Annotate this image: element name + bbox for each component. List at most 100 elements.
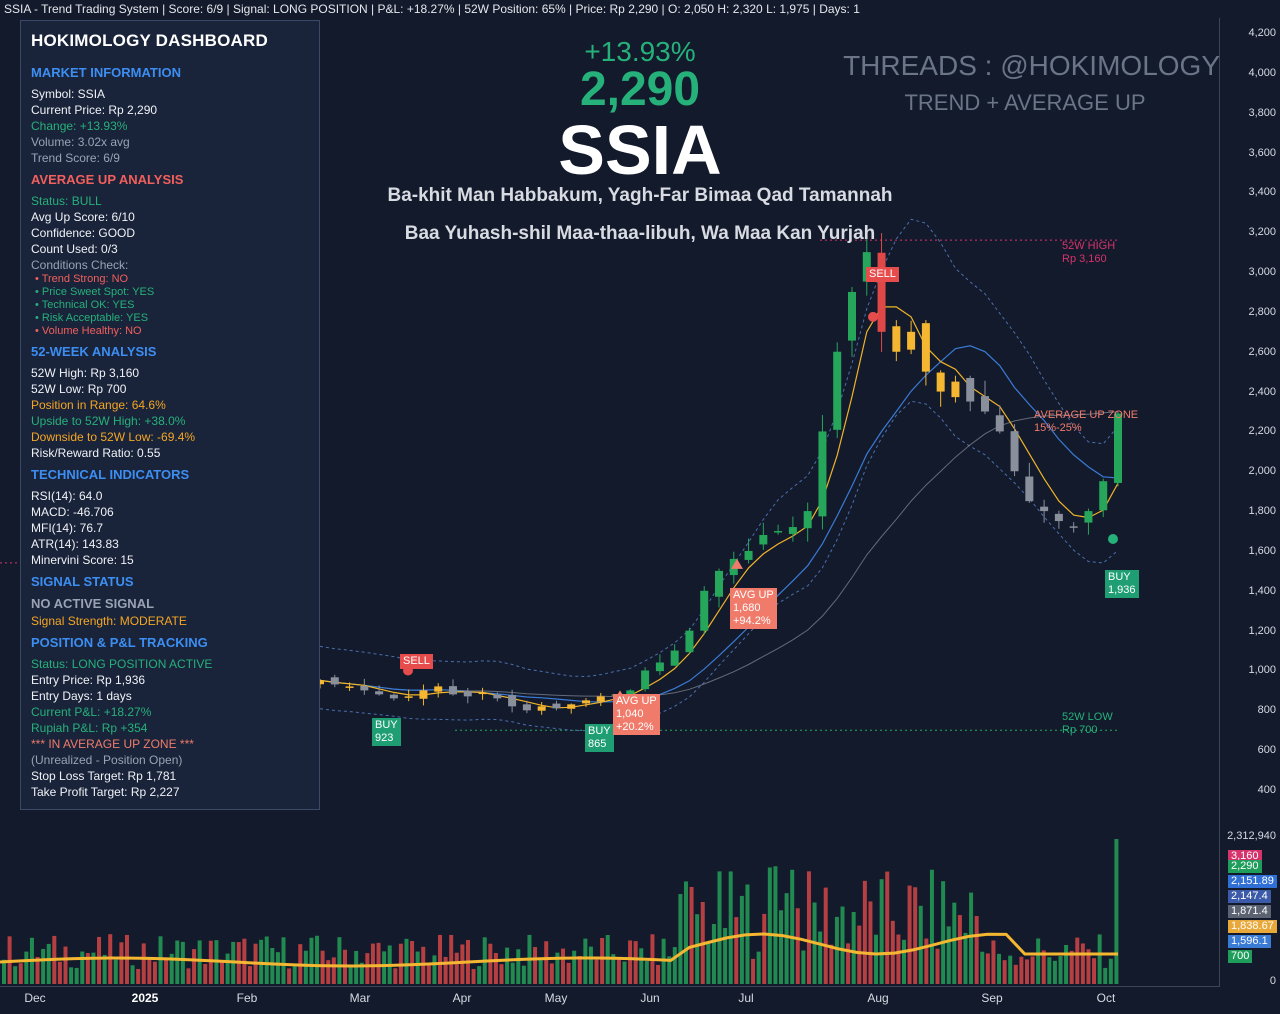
volume-bar <box>477 966 482 984</box>
volume-bar <box>130 965 135 984</box>
position-zone: *** IN AVERAGE UP ZONE *** <box>31 737 194 751</box>
volume-bar <box>220 962 225 984</box>
price-tick-label: 3,400 <box>1248 186 1276 199</box>
signal-strength: Signal Strength: MODERATE <box>31 614 187 628</box>
volume-bar <box>259 939 264 984</box>
price-tick-label: 2,600 <box>1248 345 1276 358</box>
position-take-profit: Take Profit Target: Rp 2,227 <box>31 785 180 799</box>
buy-price: 923 <box>375 732 394 744</box>
volume-bar <box>711 924 716 984</box>
volume-bar <box>57 961 62 984</box>
candle-body <box>892 326 901 352</box>
volume-bar <box>264 936 269 984</box>
volume-bar <box>885 871 890 984</box>
volume-bar <box>1008 955 1013 984</box>
volume-bar <box>152 961 157 984</box>
threads-watermark: THREADS : @HOKIMOLOGY <box>843 50 1220 81</box>
volume-bar <box>164 959 169 984</box>
low52-value: Rp 700 <box>1062 724 1098 736</box>
time-axis[interactable]: Dec 2025 Feb Mar Apr May Jun Jul Aug Sep Oct <box>0 986 1220 1014</box>
w52-risk-reward: Risk/Reward Ratio: 0.55 <box>31 446 161 460</box>
volume-bar <box>538 958 543 984</box>
candle-body <box>596 696 605 702</box>
volume-bar <box>493 953 498 984</box>
sell-signal-badge[interactable]: SELL <box>866 267 899 282</box>
volume-bar <box>175 940 180 984</box>
price-axis[interactable]: 4,200 4,000 3,800 3,600 3,400 3,200 3,000 2,800… <box>1220 18 1280 987</box>
market-change: Change: +13.93% <box>31 119 128 133</box>
candle-body <box>1084 511 1093 523</box>
volume-bar <box>946 926 951 984</box>
price-chart[interactable] <box>0 18 1220 986</box>
month-label: Feb <box>236 991 258 1005</box>
buy-signal-badge[interactable]: BUY 865 <box>585 724 614 752</box>
strategy-watermark: TREND + AVERAGE UP <box>904 90 1146 115</box>
avgup-status: Status: BULL <box>31 194 102 208</box>
volume-bar <box>656 964 661 984</box>
volume-bar <box>784 893 789 984</box>
volume-bar <box>952 902 957 984</box>
volume-bar <box>756 951 761 984</box>
price-tick-label: 3,800 <box>1248 106 1276 119</box>
volume-bar <box>823 887 828 984</box>
candle-body <box>685 630 694 653</box>
sell-signal-badge[interactable]: SELL <box>400 654 433 669</box>
candle-body <box>715 570 723 597</box>
price-axis-tag: 700 <box>1228 950 1253 963</box>
volume-bar <box>292 966 297 984</box>
avg-up-signal-badge[interactable]: AVG UP 1,040 +20.2% <box>613 694 660 735</box>
volume-bar <box>1058 956 1063 984</box>
volume-bar <box>309 937 314 984</box>
tech-atr: ATR(14): 143.83 <box>31 537 119 551</box>
candle-body <box>375 691 384 695</box>
volume-bar <box>622 961 627 984</box>
candle-body <box>1099 481 1108 511</box>
volume-bar <box>438 934 443 984</box>
volume-bar <box>415 951 420 984</box>
candle-body <box>478 692 487 695</box>
w52-downside: Downside to 52W Low: -69.4% <box>31 430 196 444</box>
condition-volume-healthy: • Volume Healthy: NO <box>35 325 142 337</box>
volume-bar <box>980 951 985 984</box>
volume-bar <box>2 959 6 984</box>
high52-value: Rp 3,160 <box>1062 253 1107 265</box>
volume-bar <box>85 953 90 984</box>
avg-up-signal-badge[interactable]: AVG UP 1,680 +94.2% <box>730 588 777 629</box>
volume-bar <box>795 908 800 984</box>
volume-bar <box>728 871 733 984</box>
volume-bar <box>186 968 191 984</box>
condition-technical-ok: • Technical OK: YES <box>35 299 135 311</box>
volume-bar <box>762 913 767 984</box>
volume-bar <box>896 934 901 984</box>
volume-bar <box>510 962 515 984</box>
avgup-pct: +94.2% <box>733 615 771 627</box>
tagline-2: Baa Yuhash-shil Maa-thaa-libuh, Wa Maa K… <box>404 223 876 244</box>
volume-bar <box>997 953 1002 984</box>
volume-bar <box>616 959 621 984</box>
candle-body <box>788 527 797 534</box>
candle-body <box>966 377 975 402</box>
price-tick-label: 3,200 <box>1248 226 1276 239</box>
tech-mfi: MFI(14): 76.7 <box>31 521 104 535</box>
buy-signal-badge[interactable]: BUY 1,936 <box>1105 570 1139 598</box>
candle-body <box>921 323 930 372</box>
price-tick-label: 1,200 <box>1248 624 1276 637</box>
volume-bar <box>1002 960 1007 984</box>
candle-body <box>700 590 709 631</box>
candle-body <box>508 695 517 707</box>
avgup-score: Avg Up Score: 6/10 <box>31 210 135 224</box>
volume-bar <box>426 962 431 984</box>
volume-bar <box>868 901 873 984</box>
candle-body <box>345 686 354 688</box>
volume-bar <box>119 942 124 984</box>
candle-body <box>522 704 531 711</box>
volume-bar <box>521 965 526 984</box>
volume-bar <box>751 958 756 984</box>
candle-body <box>655 662 664 672</box>
high52-label: 52W HIGH Rp 3,160 <box>1062 240 1115 266</box>
buy-signal-badge[interactable]: BUY 923 <box>372 718 401 746</box>
candle-body <box>567 704 576 709</box>
volume-bar <box>549 963 554 984</box>
avgup-zone-title: AVERAGE UP ZONE <box>1034 409 1139 421</box>
volume-bar <box>644 961 649 984</box>
